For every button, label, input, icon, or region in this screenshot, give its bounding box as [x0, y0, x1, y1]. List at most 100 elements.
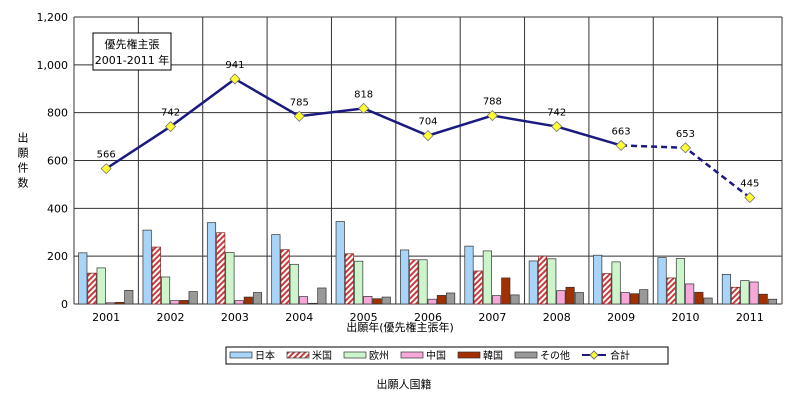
total-marker-2008 [551, 120, 563, 133]
bar-日本-2004 [271, 234, 281, 305]
y-tick-label: 200 [47, 250, 68, 263]
x-tick-label: 2003 [221, 311, 249, 324]
legend-swatch-欧州 [343, 351, 367, 359]
bar-米国-2011 [731, 286, 741, 305]
bar-中国-2006 [427, 298, 437, 305]
bar-その他-2005 [381, 296, 391, 305]
total-marker-2001 [100, 163, 112, 175]
total-marker-2003 [229, 73, 241, 85]
x-tick-label: 2009 [607, 311, 635, 324]
bar-中国-2009 [620, 292, 630, 305]
total-marker-2007 [486, 109, 498, 122]
bar-韓国-2008 [565, 286, 575, 305]
total-data-label: 788 [483, 97, 502, 108]
bar-中国-2010 [685, 283, 695, 305]
y-tick-label: 1,000 [37, 59, 69, 72]
bar-韓国-2004 [308, 302, 318, 305]
legend-label-合計: 合計 [610, 349, 630, 362]
bar-米国-2007 [473, 270, 483, 305]
y-tick-label: 600 [47, 155, 68, 168]
x-tick-label: 2008 [543, 311, 571, 324]
bar-中国-2008 [556, 290, 566, 305]
x-tick-label: 2005 [350, 311, 378, 324]
y-axis-title: 出願件数 [16, 132, 29, 192]
bar-欧州-2003 [225, 252, 235, 305]
bar-その他-2010 [703, 297, 713, 305]
bar-韓国-2001 [115, 301, 125, 305]
bar-米国-2005 [344, 253, 354, 305]
x-axis-title: 出願年(優先権主張年) [346, 320, 454, 334]
bar-韓国-2006 [436, 295, 446, 305]
legend-label-韓国: 韓国 [483, 350, 503, 362]
bar-日本-2007 [464, 245, 474, 305]
bar-米国-2001 [87, 272, 97, 305]
legend-label-日本: 日本 [255, 349, 275, 362]
x-tick-label: 2004 [285, 311, 313, 324]
x-tick-label: 2006 [414, 311, 442, 324]
bar-欧州-2011 [740, 280, 750, 305]
title-line-1: 優先権主張 [105, 37, 160, 51]
bar-米国-2006 [409, 259, 419, 305]
total-marker-2011 [744, 192, 756, 204]
bar-その他-2003 [252, 292, 263, 305]
bar-米国-2002 [151, 246, 161, 305]
bar-韓国-2007 [501, 277, 511, 305]
bar-韓国-2003 [243, 296, 253, 305]
bar-その他-2002 [188, 291, 198, 305]
bar-米国-2010 [666, 277, 676, 305]
bar-韓国-2002 [179, 300, 189, 305]
bar-中国-2002 [170, 300, 180, 305]
total-data-label: 663 [612, 126, 631, 137]
bar-欧州-2001 [96, 267, 106, 305]
bar-欧州-2008 [547, 258, 557, 305]
x-tick-label: 2002 [157, 311, 185, 324]
total-marker-2010 [679, 142, 692, 154]
bar-欧州-2004 [289, 263, 299, 305]
legend-label-米国: 米国 [312, 349, 332, 362]
bar-欧州-2007 [482, 250, 492, 305]
legend-title: 出願人国籍 [377, 377, 432, 391]
bar-中国-2001 [105, 302, 115, 305]
total-marker-2005 [358, 102, 370, 114]
total-data-label: 818 [354, 89, 373, 100]
y-tick-label: 1,200 [37, 11, 69, 24]
total-data-label: 566 [97, 150, 116, 161]
bar-その他-2004 [317, 287, 327, 305]
legend-swatch-中国 [400, 351, 424, 359]
bar-米国-2003 [216, 232, 226, 305]
x-tick-label: 2010 [671, 311, 699, 324]
legend-label-欧州: 欧州 [369, 350, 389, 362]
bar-その他-2001 [124, 290, 134, 305]
y-tick-label: 800 [47, 107, 68, 120]
bar-日本-2006 [400, 249, 410, 305]
title-box [92, 32, 172, 71]
total-data-label: 742 [547, 108, 566, 119]
bar-日本-2002 [142, 229, 152, 305]
bar-その他-2009 [639, 289, 649, 305]
bar-中国-2004 [298, 296, 309, 305]
total-data-label: 941 [225, 60, 244, 71]
bar-欧州-2006 [418, 259, 428, 305]
bar-中国-2011 [749, 281, 759, 305]
total-data-label: 704 [418, 117, 437, 128]
total-data-label: 653 [676, 129, 695, 140]
total-data-label: 785 [290, 97, 309, 108]
x-tick-label: 2011 [736, 311, 764, 324]
bar-韓国-2009 [629, 293, 640, 305]
bar-日本-2005 [335, 221, 345, 305]
total-marker-2002 [164, 120, 177, 133]
total-marker-2006 [422, 130, 434, 142]
bar-欧州-2005 [354, 260, 364, 305]
bar-中国-2005 [363, 295, 373, 305]
bar-韓国-2011 [758, 293, 768, 305]
x-tick-label: 2007 [478, 311, 506, 324]
legend-label-その他: その他 [540, 349, 570, 362]
legend-label-中国: 中国 [426, 349, 446, 362]
total-data-label: 742 [161, 108, 180, 119]
legend-swatch-日本 [229, 351, 253, 359]
total-marker-2004 [293, 110, 305, 122]
bar-日本-2001 [78, 252, 88, 305]
legend-swatch-米国 [286, 351, 310, 359]
